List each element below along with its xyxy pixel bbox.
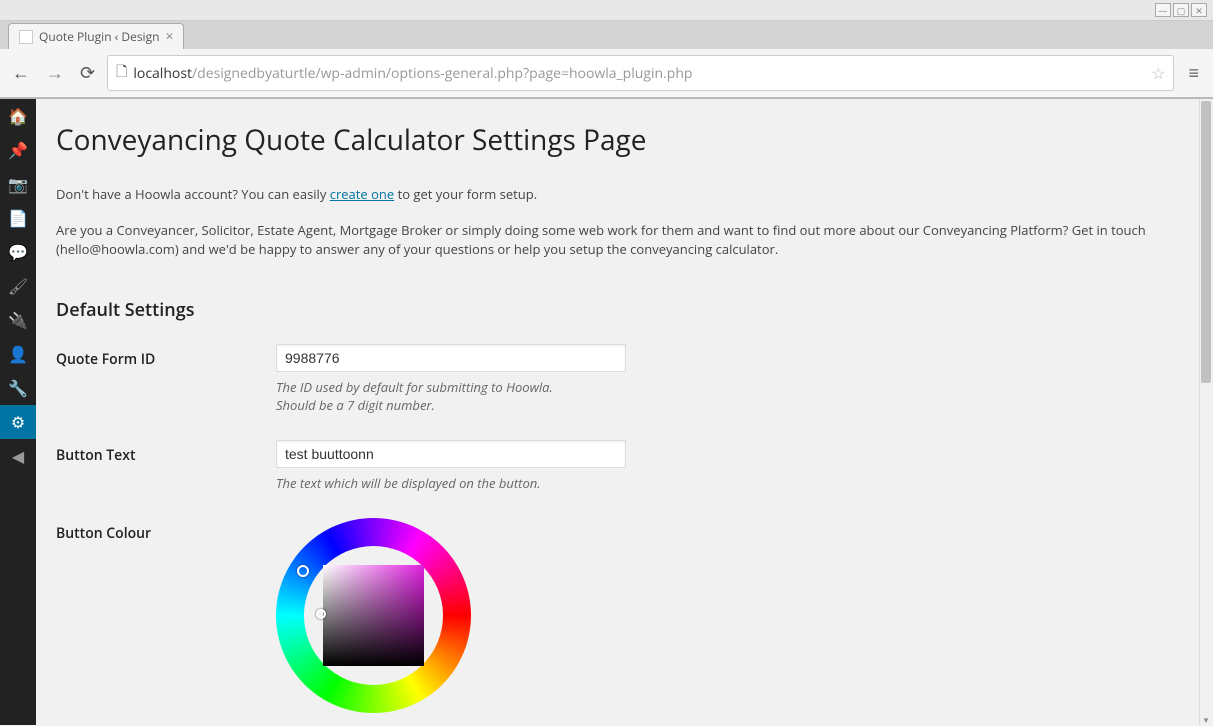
app: 🏠 📌 📷 📄 💬 🖌 🔌 👤 🔧 ⚙ ◀ Conveyancing Quote Calculato… bbox=[0, 99, 1213, 725]
content-area: Conveyancing Quote Calculator Settings P… bbox=[36, 99, 1213, 725]
minimize-button[interactable]: ― bbox=[1155, 3, 1171, 17]
browser-chrome: ― ▢ ✕ Quote Plugin ‹ Design × ← → ⟳ 🗋 lo… bbox=[0, 0, 1213, 99]
form-id-desc1: The ID used by default for submitting to… bbox=[276, 378, 553, 396]
users-icon: 👤 bbox=[8, 343, 28, 365]
form-id-desc2: Should be a 7 digit number. bbox=[276, 396, 435, 414]
toolbar: ← → ⟳ 🗋 localhost/designedbyaturtle/wp-a… bbox=[0, 49, 1213, 98]
tools-icon: 🔧 bbox=[8, 377, 28, 399]
back-button[interactable]: ← bbox=[8, 59, 34, 87]
collapse-icon: ◀ bbox=[12, 445, 24, 467]
sidebar-item-comments[interactable]: 💬 bbox=[0, 235, 36, 269]
form-row-button-text: Button Text The text which will be displ… bbox=[56, 440, 1193, 492]
scrollbar[interactable]: ▴ ▾ bbox=[1199, 99, 1213, 725]
browser-tab[interactable]: Quote Plugin ‹ Design × bbox=[8, 23, 184, 49]
comments-icon: 💬 bbox=[8, 241, 28, 263]
page-title: Conveyancing Quote Calculator Settings P… bbox=[56, 121, 1193, 159]
bookmark-star-icon[interactable]: ☆ bbox=[1151, 62, 1165, 84]
sv-marker[interactable] bbox=[316, 609, 326, 619]
url-path: /designedbyaturtle/wp-admin/options-gene… bbox=[192, 64, 692, 83]
url-host: localhost bbox=[133, 64, 192, 83]
address-bar[interactable]: 🗋 localhost/designedbyaturtle/wp-admin/o… bbox=[107, 55, 1174, 91]
settings-icon: ⚙ bbox=[11, 411, 25, 433]
sidebar-item-tools[interactable]: 🔧 bbox=[0, 371, 36, 405]
form-row-form-id: Quote Form ID The ID used by default for… bbox=[56, 344, 1193, 414]
close-tab-icon[interactable]: × bbox=[165, 30, 173, 44]
sidebar-item-appearance[interactable]: 🖌 bbox=[0, 269, 36, 303]
sidebar-item-pages[interactable]: 📄 bbox=[0, 201, 36, 235]
forward-button[interactable]: → bbox=[42, 59, 68, 87]
media-icon: 📷 bbox=[8, 173, 28, 195]
maximize-button[interactable]: ▢ bbox=[1173, 3, 1189, 17]
button-text-label: Button Text bbox=[56, 440, 276, 465]
wp-admin-sidebar: 🏠 📌 📷 📄 💬 🖌 🔌 👤 🔧 ⚙ ◀ bbox=[0, 99, 36, 725]
color-picker[interactable] bbox=[276, 518, 471, 713]
posts-icon: 📌 bbox=[8, 139, 28, 161]
sidebar-item-media[interactable]: 📷 bbox=[0, 167, 36, 201]
create-account-link[interactable]: create one bbox=[330, 185, 394, 203]
sidebar-item-posts[interactable]: 📌 bbox=[0, 133, 36, 167]
saturation-value-square[interactable] bbox=[323, 565, 424, 666]
pages-icon: 📄 bbox=[8, 207, 28, 229]
dashboard-icon: 🏠 bbox=[8, 105, 28, 127]
intro-post: to get your form setup. bbox=[394, 185, 537, 203]
sidebar-item-users[interactable]: 👤 bbox=[0, 337, 36, 371]
sidebar-item-settings[interactable]: ⚙ bbox=[0, 405, 36, 439]
sidebar-item-collapse[interactable]: ◀ bbox=[0, 439, 36, 473]
sidebar-item-dashboard[interactable]: 🏠 bbox=[0, 99, 36, 133]
window-controls: ― ▢ ✕ bbox=[0, 0, 1213, 21]
appearance-icon: 🖌 bbox=[8, 275, 28, 297]
settings-form: Quote Form ID The ID used by default for… bbox=[56, 344, 1193, 714]
intro-paragraph-2: Are you a Conveyancer, Solicitor, Estate… bbox=[56, 221, 1193, 260]
button-colour-label: Button Colour bbox=[56, 518, 276, 543]
file-icon bbox=[19, 30, 33, 44]
section-title: Default Settings bbox=[56, 298, 1193, 322]
intro-text: Don't have a Hoowla account? You can eas… bbox=[56, 185, 1193, 260]
menu-button[interactable]: ≡ bbox=[1182, 59, 1205, 87]
page-icon: 🗋 bbox=[116, 61, 127, 85]
close-window-button[interactable]: ✕ bbox=[1191, 3, 1207, 17]
sidebar-item-plugins[interactable]: 🔌 bbox=[0, 303, 36, 337]
button-text-desc: The text which will be displayed on the … bbox=[276, 474, 1193, 492]
hue-marker[interactable] bbox=[297, 565, 309, 577]
form-id-input[interactable] bbox=[276, 344, 626, 372]
form-id-label: Quote Form ID bbox=[56, 344, 276, 369]
intro-pre: Don't have a Hoowla account? You can eas… bbox=[56, 185, 330, 203]
scroll-down-icon[interactable]: ▾ bbox=[1201, 713, 1211, 725]
reload-button[interactable]: ⟳ bbox=[76, 59, 99, 87]
button-text-input[interactable] bbox=[276, 440, 626, 468]
plugins-icon: 🔌 bbox=[8, 309, 28, 331]
tab-title: Quote Plugin ‹ Design bbox=[39, 28, 159, 45]
scrollbar-thumb[interactable] bbox=[1201, 101, 1211, 383]
tab-bar: Quote Plugin ‹ Design × bbox=[0, 21, 1213, 49]
form-row-button-colour: Button Colour bbox=[56, 518, 1193, 713]
